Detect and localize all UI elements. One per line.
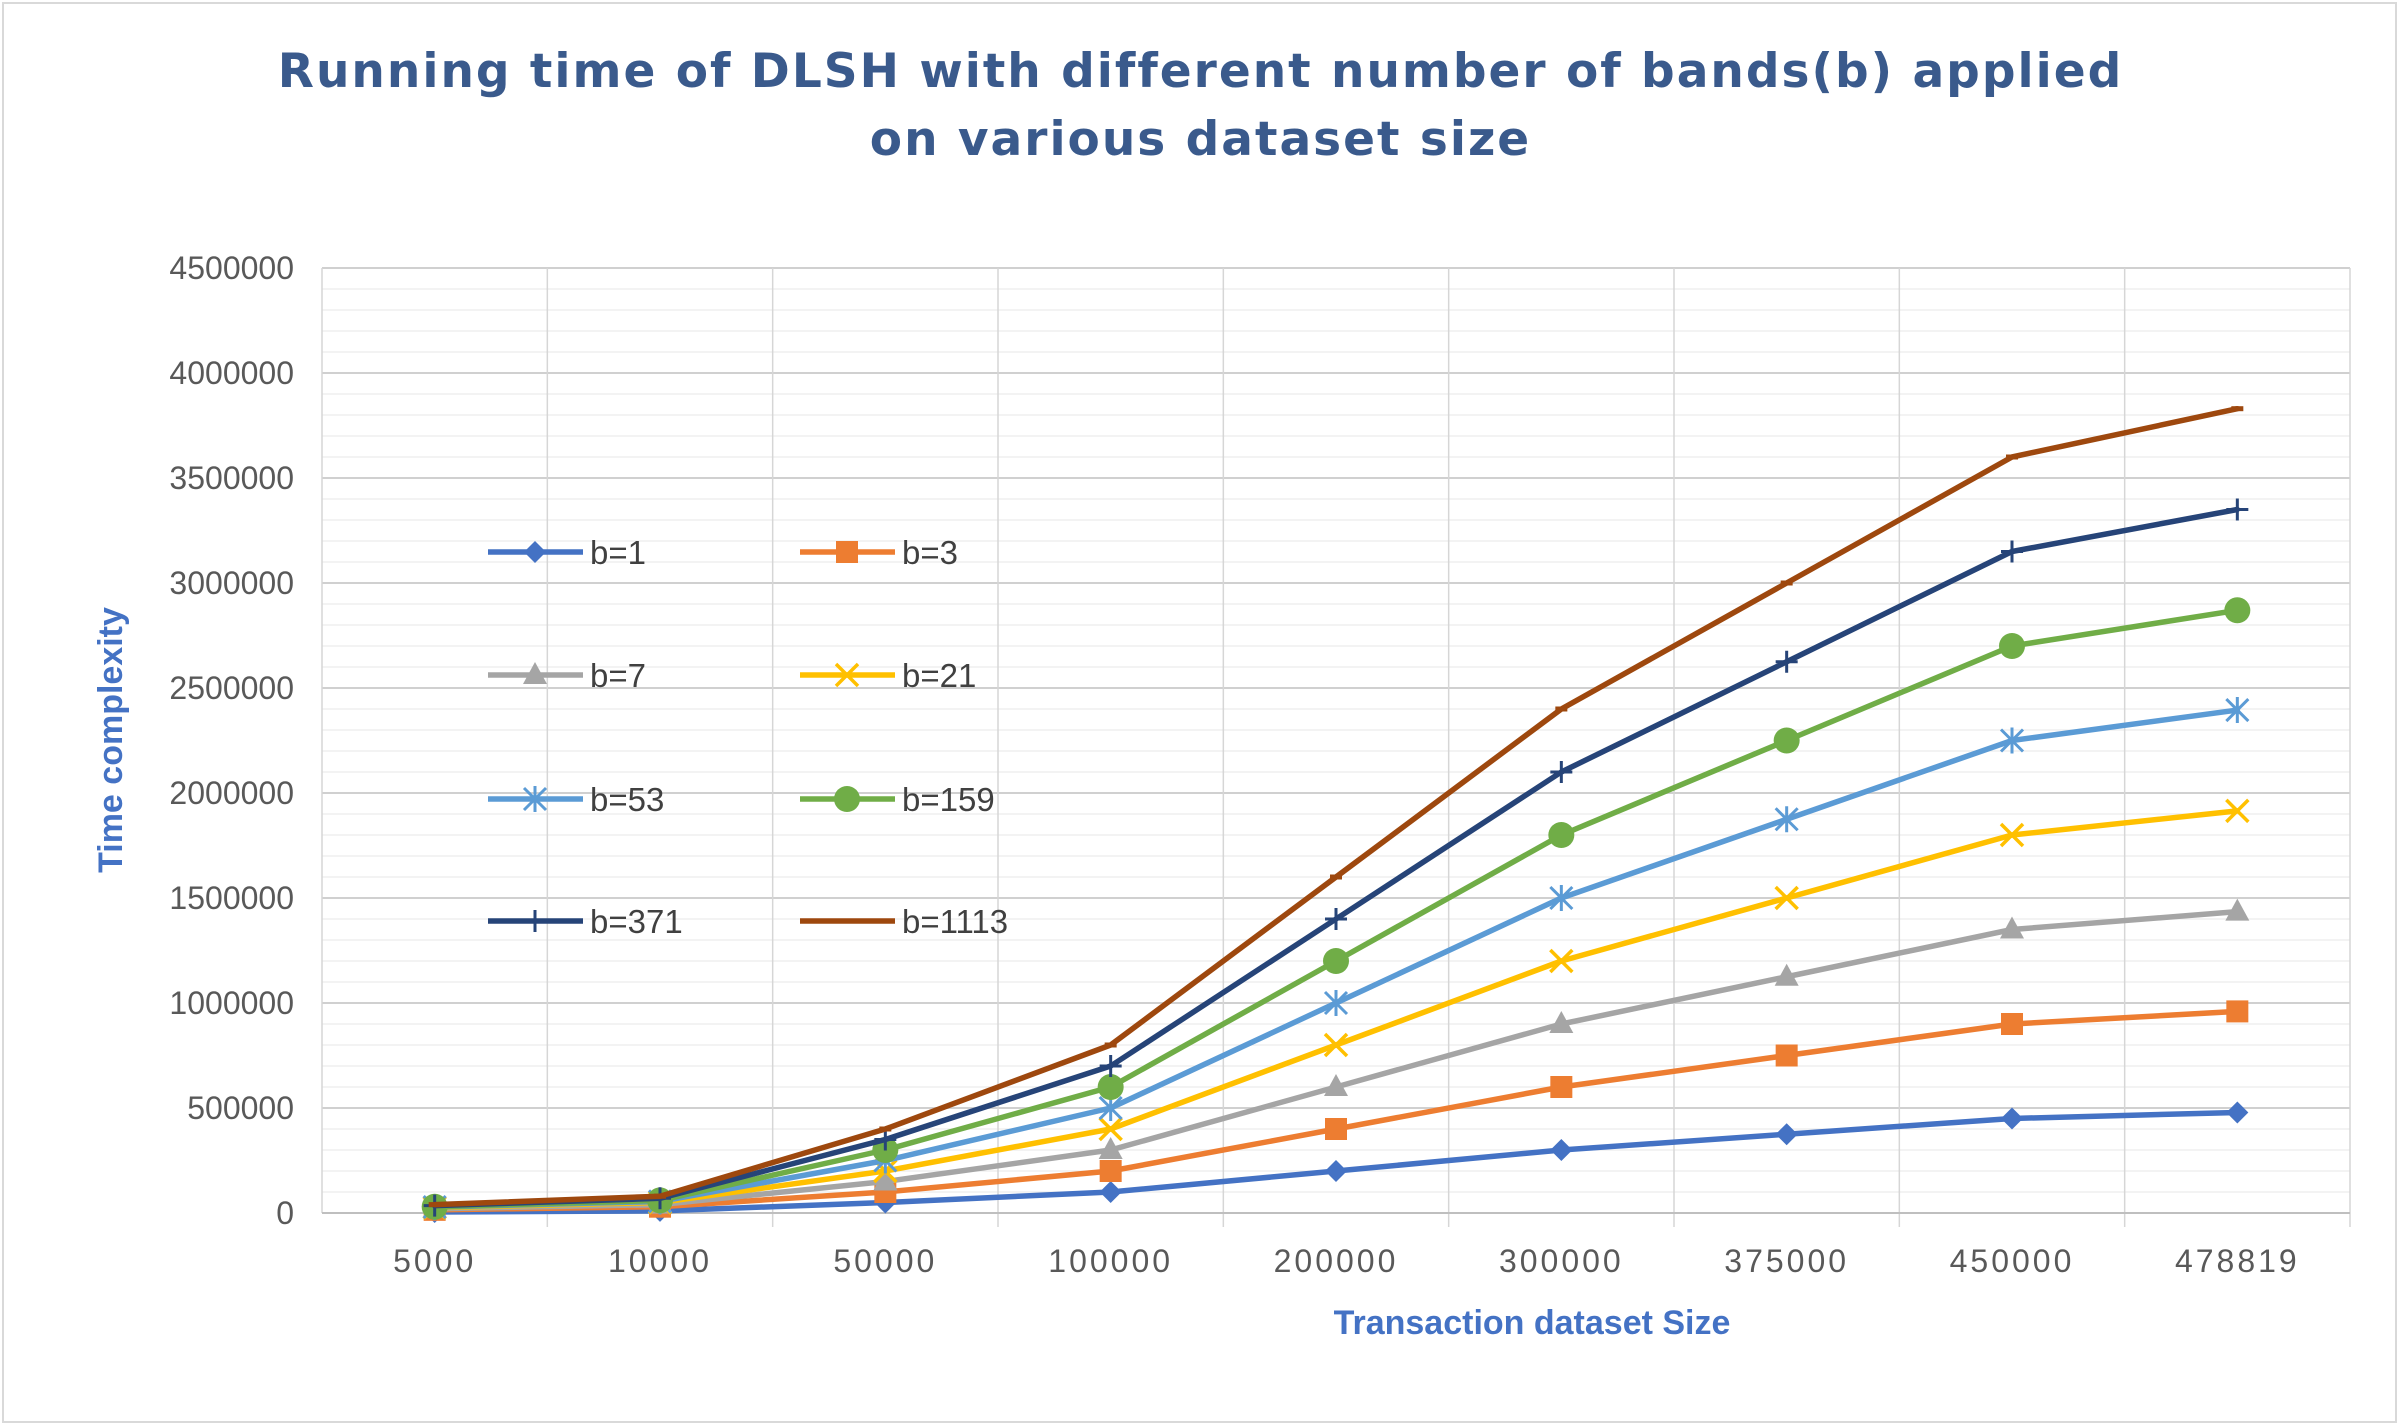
x-tick-label: 450000 bbox=[1950, 1243, 2075, 1279]
series-line-b=371 bbox=[431, 506, 2241, 1209]
x-tick-label: 200000 bbox=[1274, 1243, 1399, 1279]
x-axis-ticks: 5000 10000 50000 100000 200000 300000 375000 45… bbox=[393, 1243, 2300, 1279]
data-point bbox=[1098, 1116, 1123, 1142]
data-point bbox=[1550, 1139, 1573, 1161]
x-axis-title: Transaction dataset Size bbox=[1334, 1304, 1731, 1342]
legend-label: b=7 bbox=[590, 657, 646, 694]
data-point bbox=[1774, 885, 1799, 911]
data-point bbox=[1773, 727, 1800, 754]
data-point bbox=[1999, 822, 2025, 848]
legend-item: b=3 bbox=[800, 534, 958, 571]
data-point bbox=[2225, 798, 2250, 824]
y-tick-label: 1000000 bbox=[169, 985, 294, 1021]
data-point bbox=[1325, 908, 1347, 930]
legend-item: b=159 bbox=[800, 781, 995, 818]
data-point bbox=[1550, 761, 1573, 783]
data-point bbox=[1097, 1074, 1124, 1100]
data-point bbox=[2225, 697, 2250, 724]
data-point bbox=[1099, 1160, 1122, 1182]
data-point bbox=[1999, 727, 2025, 754]
data-point bbox=[1549, 885, 1574, 911]
legend-item: b=1 bbox=[488, 534, 646, 571]
chart-title-line2: on various dataset size bbox=[869, 112, 1532, 167]
legend: b=1 b=3 b=7 b=21 b=53 b=159 b=371 b=1113 bbox=[488, 534, 1008, 940]
data-point bbox=[1324, 1074, 1348, 1096]
data-point bbox=[1549, 948, 1574, 974]
x-tick-label: 478819 bbox=[2175, 1243, 2300, 1279]
data-point bbox=[2226, 1101, 2249, 1124]
data-point bbox=[1099, 1055, 1122, 1077]
legend-item: b=53 bbox=[488, 781, 664, 818]
y-tick-label: 1500000 bbox=[169, 880, 294, 916]
legend-item: b=1113 bbox=[800, 903, 1008, 940]
data-point bbox=[1323, 948, 1349, 974]
chart-title-line1: Running time of DLSH with different numb… bbox=[277, 44, 2124, 99]
data-point bbox=[1325, 1118, 1347, 1140]
y-tick-label: 4000000 bbox=[169, 355, 294, 391]
legend-label: b=371 bbox=[590, 903, 683, 940]
data-point bbox=[873, 1168, 898, 1191]
x-tick-label: 5000 bbox=[393, 1243, 476, 1279]
data-point bbox=[1775, 1123, 1798, 1146]
y-axis-title: Time complexity bbox=[92, 607, 130, 873]
legend-marker bbox=[834, 786, 860, 812]
data-point bbox=[1774, 963, 1799, 986]
data-point bbox=[1323, 1032, 1349, 1058]
y-tick-label: 2500000 bbox=[169, 670, 294, 706]
data-point bbox=[874, 1128, 897, 1151]
legend-marker bbox=[524, 541, 546, 563]
data-point bbox=[2226, 1000, 2249, 1023]
x-tick-label: 50000 bbox=[833, 1243, 937, 1279]
data-point bbox=[1098, 1137, 1123, 1159]
legend-label: b=1113 bbox=[902, 903, 1008, 940]
legend-marker bbox=[524, 910, 546, 932]
y-tick-label: 3000000 bbox=[169, 565, 294, 601]
data-point bbox=[2000, 916, 2024, 939]
data-point bbox=[2001, 540, 2023, 563]
legend-marker bbox=[522, 786, 548, 812]
y-tick-label: 500000 bbox=[187, 1090, 294, 1126]
legend-item: b=371 bbox=[488, 903, 683, 940]
data-point bbox=[1775, 650, 1798, 673]
series-lines bbox=[421, 405, 2251, 1223]
legend-item: b=7 bbox=[488, 657, 646, 694]
data-point bbox=[1548, 822, 1575, 848]
data-point bbox=[2001, 1107, 2023, 1130]
x-tick-label: 300000 bbox=[1499, 1243, 1624, 1279]
data-point bbox=[1323, 990, 1349, 1016]
y-tick-label: 0 bbox=[276, 1195, 294, 1231]
legend-marker bbox=[834, 662, 860, 688]
data-point bbox=[2001, 1013, 2023, 1035]
x-tick-label: 10000 bbox=[608, 1243, 712, 1279]
y-tick-label: 4500000 bbox=[169, 250, 294, 286]
legend-label: b=21 bbox=[902, 657, 976, 694]
data-point bbox=[2224, 597, 2251, 624]
x-tick-label: 375000 bbox=[1724, 1243, 1849, 1279]
y-tick-label: 2000000 bbox=[169, 775, 294, 811]
legend-label: b=53 bbox=[590, 781, 664, 818]
legend-label: b=3 bbox=[902, 534, 958, 571]
legend-label: b=159 bbox=[902, 781, 995, 818]
chart-title: Running time of DLSH with different numb… bbox=[0, 38, 2401, 174]
data-point bbox=[2225, 898, 2250, 921]
data-point bbox=[1999, 633, 2025, 659]
data-point bbox=[1325, 1160, 1347, 1182]
data-point bbox=[2226, 498, 2249, 521]
y-tick-label: 3500000 bbox=[169, 460, 294, 496]
data-point bbox=[1549, 1011, 1574, 1033]
data-point bbox=[1099, 1181, 1122, 1203]
legend-item: b=21 bbox=[800, 657, 976, 694]
data-point bbox=[1775, 1044, 1798, 1067]
y-axis-ticks: 0 500000 1000000 1500000 2000000 2500000 30000… bbox=[169, 250, 294, 1231]
legend-marker bbox=[523, 662, 547, 684]
data-point bbox=[1774, 806, 1799, 833]
data-point bbox=[1550, 1076, 1573, 1098]
x-tick-label: 100000 bbox=[1048, 1243, 1173, 1279]
legend-marker bbox=[836, 541, 858, 563]
legend-label: b=1 bbox=[590, 534, 646, 571]
